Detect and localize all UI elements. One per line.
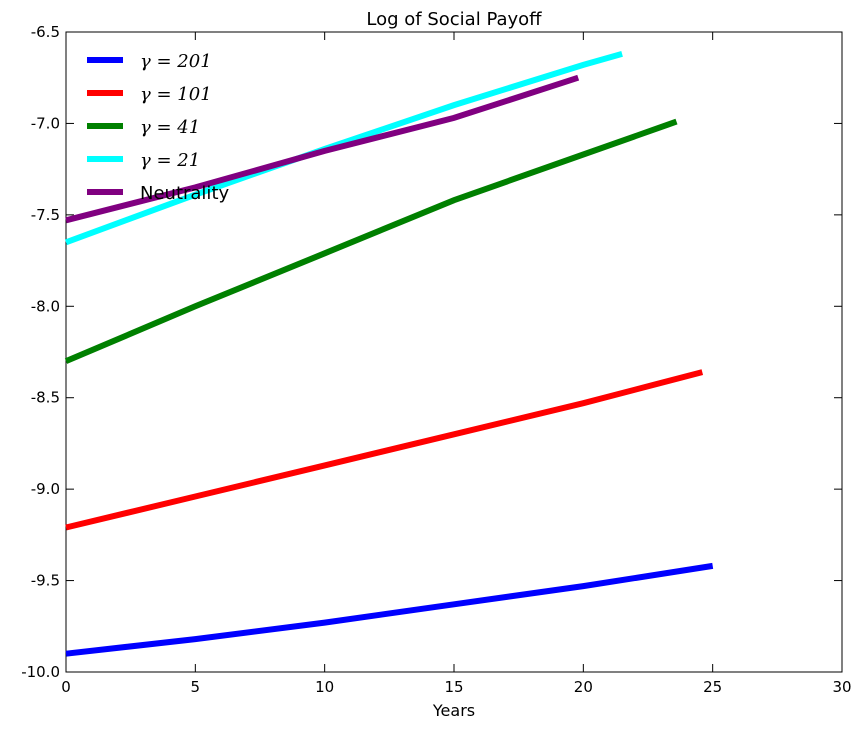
x-tick-label: 10 — [315, 678, 334, 696]
legend-label-0: γ = 201 — [140, 51, 212, 72]
y-tick-label: -9.0 — [31, 480, 60, 498]
y-tick-label: -8.5 — [31, 389, 60, 407]
y-tick-label: -9.5 — [31, 572, 60, 590]
series-line-3 — [64, 51, 623, 246]
x-tick-label: 5 — [191, 678, 201, 696]
x-tick-label: 15 — [444, 678, 463, 696]
y-tick-label: -7.5 — [31, 206, 60, 224]
legend-label-4: Neutrality — [140, 183, 229, 204]
series-line-2 — [64, 118, 678, 364]
series-line-4 — [65, 74, 580, 224]
legend-label-1: γ = 101 — [140, 84, 212, 105]
x-tick-label: 30 — [832, 678, 851, 696]
series-layer — [64, 51, 714, 657]
legend-label-3: γ = 21 — [140, 150, 200, 171]
axis-ticks: 0 5 10 15 20 25 30 -10.0 -9.5 -9.0 -8.5 -8.0 -7.5 -7.… — [21, 23, 851, 696]
y-tick-label: -7.0 — [31, 114, 60, 132]
plot-area — [65, 31, 843, 673]
chart-title: Log of Social Payoff — [366, 9, 542, 30]
series-line-1 — [65, 369, 704, 531]
x-tick-label: 25 — [703, 678, 722, 696]
legend: γ = 201 γ = 101 γ = 41 γ = 21 Neutrality — [87, 51, 229, 204]
x-tick-label: 0 — [61, 678, 71, 696]
legend-label-2: γ = 41 — [140, 117, 200, 138]
y-tick-label: -10.0 — [21, 663, 60, 681]
series-line-0 — [65, 562, 714, 657]
y-tick-label: -8.0 — [31, 297, 60, 315]
y-tick-label: -6.5 — [31, 23, 60, 41]
x-axis-label: Years — [432, 701, 475, 720]
x-tick-label: 20 — [574, 678, 593, 696]
